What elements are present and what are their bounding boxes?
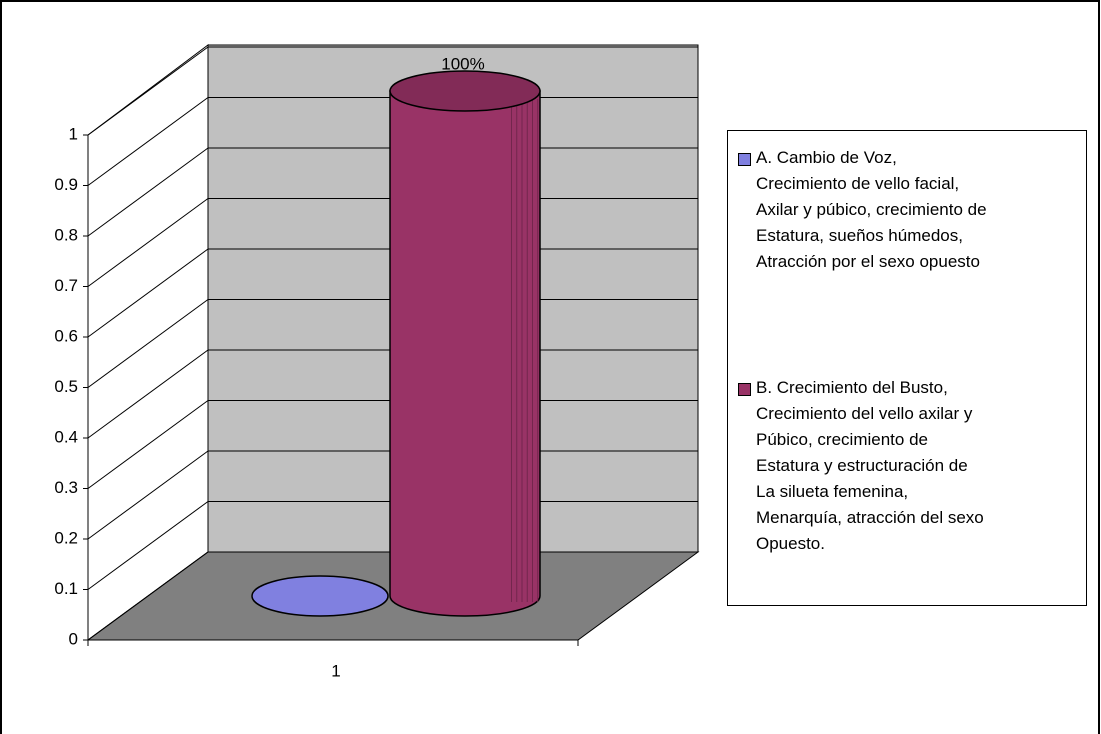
side-grid-line xyxy=(87,400,209,489)
y-tick-label: 1 xyxy=(69,124,78,143)
legend-swatch xyxy=(738,153,751,166)
y-tick-label: 0.9 xyxy=(54,175,78,194)
side-grid-line xyxy=(87,551,209,641)
cylinder-top xyxy=(389,70,541,112)
y-tick-label: 0.4 xyxy=(54,427,78,446)
side-wall xyxy=(87,44,209,641)
y-tick-label: 0.8 xyxy=(54,225,78,244)
y-tick-label: 0.6 xyxy=(54,326,78,345)
y-tick-label: 0.7 xyxy=(54,276,78,295)
side-grid-line xyxy=(87,450,209,540)
side-grid-line xyxy=(87,299,209,388)
side-grid-line xyxy=(87,248,209,338)
y-tick-label: 0 xyxy=(69,629,78,648)
cylinder-body xyxy=(389,90,541,617)
side-grid-line xyxy=(87,501,209,590)
side-grid-line xyxy=(87,198,209,287)
legend-label: A. Cambio de Voz, Crecimiento de vello f… xyxy=(756,148,987,271)
legend-label: B. Crecimiento del Busto, Crecimiento de… xyxy=(756,378,984,553)
data-label: 100% xyxy=(441,54,484,73)
y-tick-label: 0.1 xyxy=(54,579,78,598)
cylinder xyxy=(389,70,541,617)
legend-entry: A. Cambio de Voz, Crecimiento de vello f… xyxy=(738,145,987,275)
legend-entry: B. Crecimiento del Busto, Crecimiento de… xyxy=(738,375,984,557)
legend: A. Cambio de Voz, Crecimiento de vello f… xyxy=(727,130,1087,606)
x-tick-label: 1 xyxy=(331,661,340,680)
cylinder-top xyxy=(251,575,389,617)
legend-swatch xyxy=(738,383,751,396)
side-grid-line xyxy=(87,147,209,237)
side-grid-line xyxy=(87,46,209,136)
side-grid-line xyxy=(87,97,209,186)
y-tick-label: 0.5 xyxy=(54,377,78,396)
side-grid-line xyxy=(87,349,209,439)
cylinder xyxy=(251,575,389,617)
y-tick-label: 0.2 xyxy=(54,528,78,547)
y-tick-label: 0.3 xyxy=(54,478,78,497)
